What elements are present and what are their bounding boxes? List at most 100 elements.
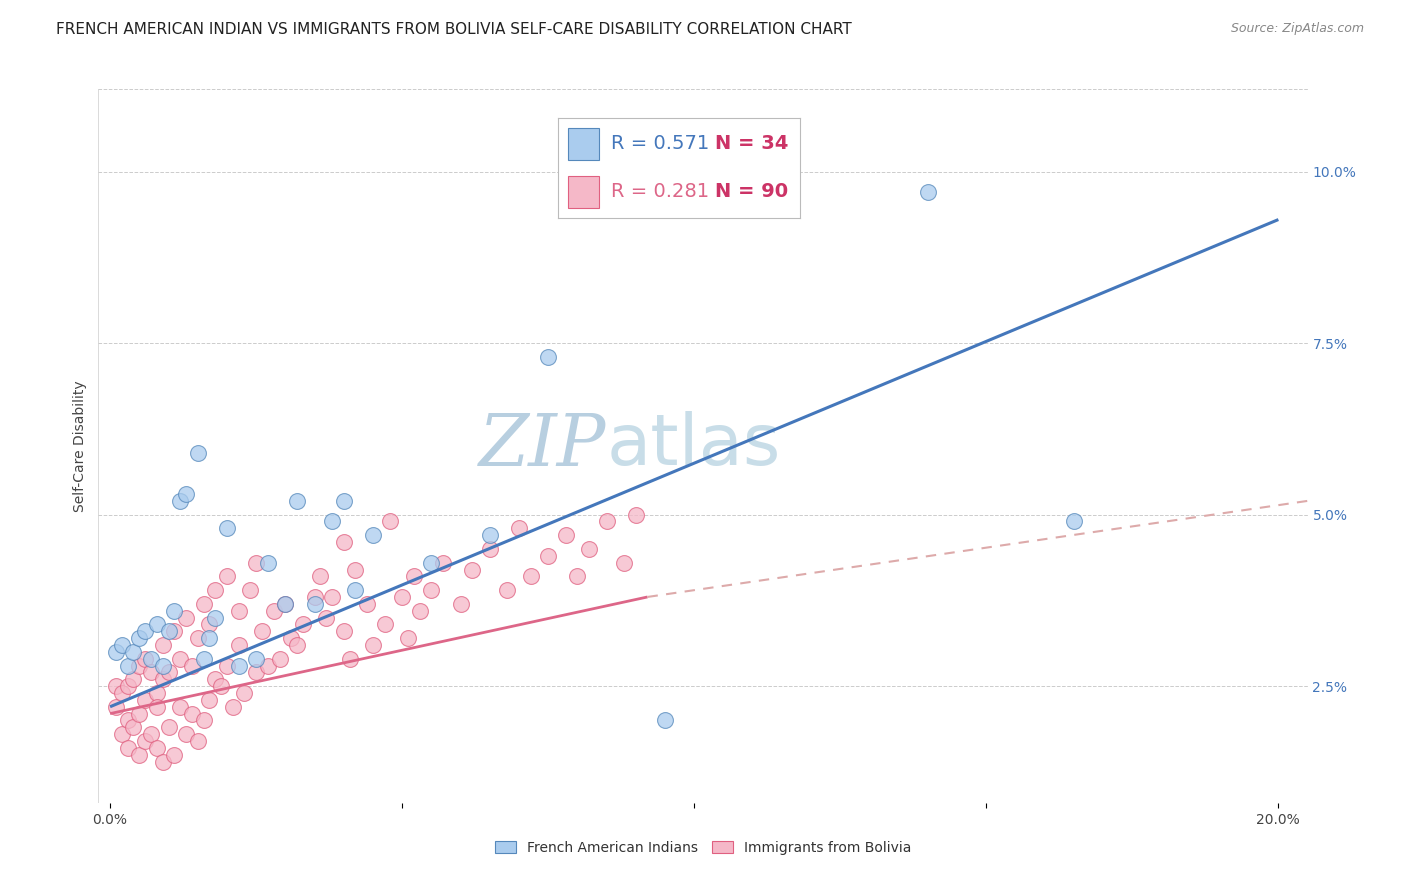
Point (157, 624, 180, 639)
Point (128, 631, 150, 645)
Point (128, 747, 150, 762)
Point (263, 604, 285, 618)
Point (193, 651, 215, 665)
Text: atlas: atlas (606, 411, 780, 481)
Point (339, 651, 361, 665)
Point (228, 638, 250, 652)
Point (361, 638, 384, 652)
Point (291, 617, 314, 632)
Point (578, 541, 600, 556)
Point (624, 508, 647, 522)
Point (169, 699, 191, 714)
Point (111, 686, 134, 700)
Point (391, 590, 413, 604)
Point (344, 562, 367, 576)
Point (374, 617, 396, 632)
Point (122, 673, 145, 687)
Point (209, 679, 232, 693)
Point (174, 727, 197, 741)
Point (134, 651, 156, 665)
Point (104, 679, 127, 693)
Point (567, 569, 589, 583)
Point (187, 446, 209, 460)
Point (654, 714, 676, 728)
Point (180, 706, 202, 721)
Point (332, 535, 354, 549)
Point (169, 494, 191, 508)
Point (187, 734, 209, 748)
Point (256, 658, 278, 673)
Point (554, 528, 576, 542)
Point (157, 720, 180, 734)
Point (187, 631, 209, 645)
Point (537, 549, 560, 563)
Point (321, 590, 343, 604)
Point (134, 734, 156, 748)
Point (420, 583, 443, 598)
Point (117, 658, 139, 673)
Point (245, 651, 267, 665)
Point (104, 645, 127, 659)
Point (111, 727, 134, 741)
Point (478, 528, 501, 542)
Point (157, 665, 180, 680)
Point (198, 631, 221, 645)
Point (128, 706, 150, 721)
Point (274, 597, 297, 611)
Point (613, 556, 636, 570)
Point (111, 638, 134, 652)
Point (139, 727, 162, 741)
Point (134, 624, 156, 639)
Point (163, 604, 186, 618)
Point (228, 604, 250, 618)
Point (1063, 515, 1085, 529)
Point (222, 699, 245, 714)
Point (233, 686, 256, 700)
Point (332, 624, 354, 639)
Point (146, 617, 169, 632)
Point (163, 624, 186, 639)
Point (180, 658, 202, 673)
Y-axis label: Self-Care Disability: Self-Care Disability (73, 380, 87, 512)
Point (193, 597, 215, 611)
Point (163, 747, 186, 762)
Point (152, 638, 174, 652)
Point (174, 487, 197, 501)
Point (117, 714, 139, 728)
Point (332, 494, 354, 508)
Point (309, 569, 332, 583)
Point (215, 569, 238, 583)
Point (198, 693, 221, 707)
Point (215, 658, 238, 673)
Point (139, 665, 162, 680)
Point (285, 638, 308, 652)
Point (478, 541, 501, 556)
Point (380, 515, 402, 529)
Point (169, 651, 191, 665)
Point (152, 658, 174, 673)
Point (152, 673, 174, 687)
Point (519, 569, 541, 583)
Point (595, 515, 617, 529)
Text: ZIP: ZIP (479, 410, 606, 482)
Point (174, 610, 197, 624)
Point (508, 521, 530, 535)
Point (315, 610, 337, 624)
Point (280, 631, 302, 645)
Point (198, 617, 221, 632)
Point (152, 755, 174, 769)
Point (117, 679, 139, 693)
Point (917, 185, 939, 199)
Point (304, 597, 326, 611)
Point (215, 521, 238, 535)
Point (402, 569, 425, 583)
Point (204, 610, 226, 624)
Point (274, 597, 297, 611)
Point (269, 651, 291, 665)
Point (122, 645, 145, 659)
Point (239, 583, 262, 598)
Point (139, 651, 162, 665)
Point (461, 562, 484, 576)
Point (420, 556, 443, 570)
Point (146, 699, 169, 714)
